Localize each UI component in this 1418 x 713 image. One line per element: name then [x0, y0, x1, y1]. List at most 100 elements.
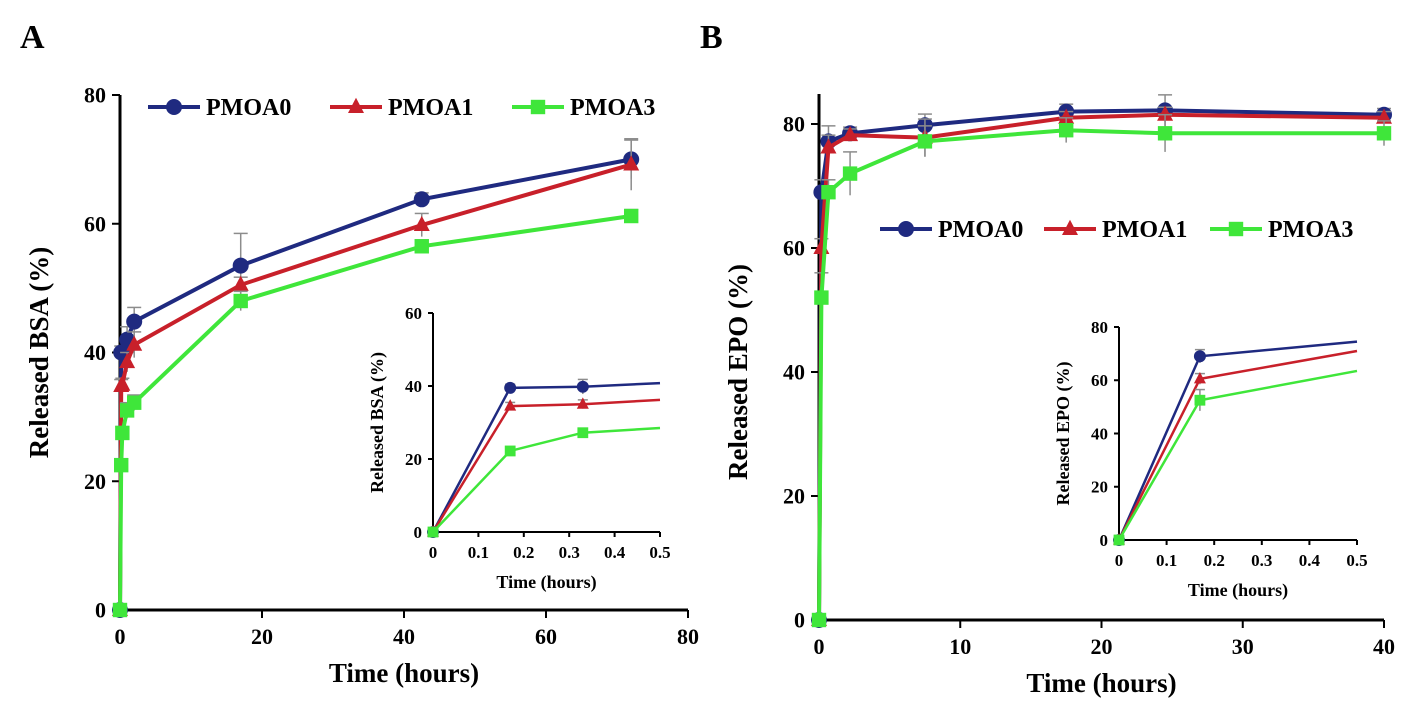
inset-y-tick-label: 0: [1100, 531, 1109, 550]
inset-series-pmoa0: [427, 378, 661, 538]
data-point: [623, 155, 640, 171]
legend-marker: [1228, 221, 1244, 237]
data-point: [414, 239, 429, 254]
data-point: [114, 457, 129, 473]
series-line-pmoa1: [817, 112, 1385, 621]
series-line-pmoa3: [817, 128, 1384, 621]
data-point: [624, 208, 639, 224]
inset-series-line-pmoa1: [431, 398, 661, 533]
chart-a: 0 20 40 60 80 0 20 40 60 80 Time (hours) Released B…: [24, 83, 699, 688]
legend-item-pmoa0: PMOA0: [148, 95, 291, 121]
x-tick-label: 10: [949, 634, 971, 659]
data-point: [232, 275, 249, 291]
inset-y-tick-label: 60: [405, 304, 422, 323]
legend-item-pmoa3: PMOA3: [1210, 217, 1353, 243]
y-tick-label: 60: [84, 211, 106, 236]
inset-y-tick-label: 0: [414, 523, 423, 542]
y-tick-label: 80: [783, 112, 805, 137]
inset-chart-a: 0 20 40 60 0 0.1 0.2 0.3 0.4 0.5 Time (hours) Relea…: [367, 304, 671, 593]
legend-label: PMOA1: [1102, 217, 1187, 243]
legend-label: PMOA3: [570, 95, 655, 121]
data-point: [119, 352, 136, 369]
inset-data-point: [1193, 372, 1206, 384]
inset-x-tick-label: 0.4: [604, 543, 626, 562]
legend-label: PMOA3: [1268, 217, 1353, 243]
inset-x-tick-label: 0.1: [1156, 551, 1177, 570]
inset-series-pmoa3: [427, 426, 661, 538]
inset-y-tick-label: 60: [1091, 371, 1108, 390]
legend-marker: [348, 97, 364, 113]
data-point: [842, 166, 858, 181]
legend-marker: [530, 99, 546, 115]
x-tick-label: 0: [115, 624, 126, 649]
inset-series-line-pmoa0: [431, 381, 661, 533]
data-point: [821, 185, 836, 200]
inset-data-point: [427, 526, 439, 538]
inset-x-tick-label: 0.5: [1346, 551, 1367, 570]
data-point: [413, 191, 430, 208]
inset-x-tick-label: 0: [1115, 551, 1124, 570]
inset-x-tick-label: 0.4: [1299, 551, 1321, 570]
x-axis-label: Time (hours): [329, 658, 479, 688]
inset-data-point: [504, 381, 517, 394]
y-tick-label: 60: [783, 236, 805, 261]
data-point: [1376, 108, 1392, 124]
inset-x-tick-label: 0.1: [468, 543, 489, 562]
inset-data-point: [577, 427, 589, 439]
y-tick-label: 20: [84, 469, 106, 494]
inset-y-tick-label: 20: [405, 450, 422, 469]
inset-series-pmoa1: [427, 397, 661, 537]
data-point: [126, 313, 143, 330]
inset-x-tick-label: 0.2: [1204, 551, 1225, 570]
inset-x-axis-label: Time (hours): [496, 572, 596, 593]
data-point: [127, 395, 142, 410]
y-tick-label: 0: [794, 608, 805, 633]
x-tick-label: 80: [677, 624, 699, 649]
x-tick-label: 20: [1091, 634, 1113, 659]
data-point: [811, 612, 827, 628]
data-point: [1376, 126, 1392, 141]
inset-x-tick-label: 0.2: [513, 543, 534, 562]
legend-label: PMOA0: [206, 95, 291, 121]
y-tick-label: 40: [783, 360, 805, 385]
data-point: [842, 125, 859, 142]
inset-series-line-pmoa1: [1117, 349, 1358, 541]
x-tick-label: 40: [393, 624, 415, 649]
panel-label-b: B: [700, 19, 723, 56]
legend-item-pmoa1: PMOA1: [1044, 217, 1187, 243]
inset-data-point: [504, 445, 516, 457]
x-tick-label: 30: [1232, 634, 1254, 659]
series-line-pmoa0: [817, 108, 1385, 621]
y-axis-label: Released BSA (%): [24, 247, 54, 459]
series-pmoa3: [811, 113, 1392, 628]
y-tick-label: 20: [783, 484, 805, 509]
data-point: [1157, 105, 1174, 121]
legend-item-pmoa0: PMOA0: [880, 217, 1023, 243]
legend-label: PMOA0: [938, 217, 1023, 243]
x-axis-label: Time (hours): [1026, 668, 1176, 698]
data-point: [126, 335, 143, 351]
inset-data-point: [576, 397, 589, 409]
data-point: [413, 215, 430, 232]
data-point: [820, 138, 837, 154]
x-tick-label: 0: [814, 634, 825, 659]
legend-label: PMOA1: [388, 95, 473, 121]
series-pmoa1: [112, 138, 640, 616]
inset-y-tick-label: 20: [1091, 478, 1108, 497]
inset-x-tick-label: 0.3: [559, 543, 580, 562]
inset-chart-b: 0 20 40 60 80 0 0.1 0.2 0.3 0.4 0.5 Time (hours) Rel…: [1053, 318, 1368, 601]
data-point: [232, 257, 249, 274]
inset-data-point: [504, 399, 517, 411]
inset-y-tick-label: 40: [405, 377, 422, 396]
y-tick-label: 80: [84, 83, 106, 108]
data-point: [233, 293, 248, 309]
x-tick-label: 60: [535, 624, 557, 649]
legend-marker: [898, 221, 914, 237]
data-point: [1058, 123, 1074, 138]
data-point: [1058, 108, 1075, 124]
data-point: [112, 602, 128, 618]
y-axis-label: Released EPO (%): [723, 264, 753, 480]
series-pmoa3: [112, 208, 639, 618]
legend-marker: [166, 99, 182, 115]
